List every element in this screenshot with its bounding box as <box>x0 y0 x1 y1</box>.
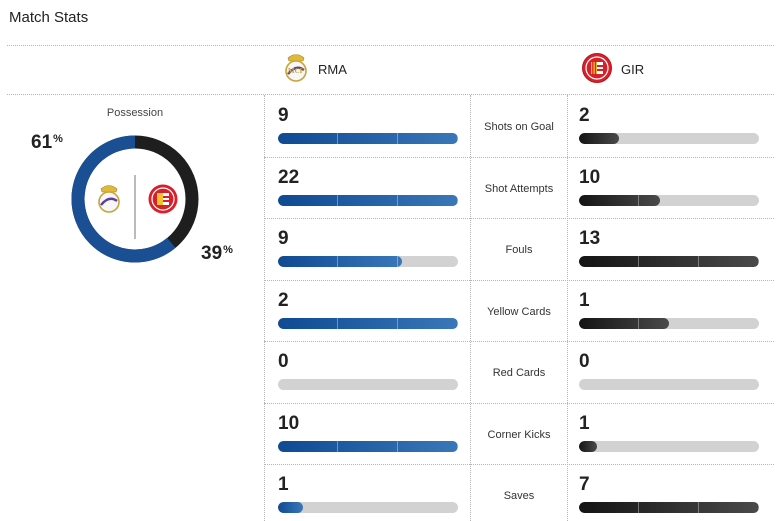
stat-away-bar-fill <box>579 317 669 329</box>
stat-home-bar-fill <box>278 317 458 329</box>
stat-home-value: 2 <box>278 289 289 311</box>
girona-crest-icon <box>148 184 178 214</box>
stat-home-bar-fill <box>278 440 458 452</box>
stat-row-saves: 1 Saves 7 <box>264 465 772 521</box>
stat-row-corner-kicks: 10 Corner Kicks 1 <box>264 404 772 466</box>
stat-label: Shots on Goal <box>484 121 554 133</box>
stat-home-value: 0 <box>278 351 289 372</box>
divider-top <box>7 45 774 46</box>
stat-home-bar-fill <box>278 194 458 206</box>
stat-label: Red Cards <box>492 367 546 379</box>
stat-home-value: 10 <box>278 412 300 434</box>
girona-crest-icon <box>581 52 613 87</box>
stat-away-bar-fill <box>579 133 619 144</box>
stat-away-bar <box>579 133 759 144</box>
stat-row-red-cards: 0 Red Cards 0 <box>264 342 772 404</box>
possession-home-pct: 61% <box>31 132 63 153</box>
team-abbr-home: RMA <box>318 61 347 77</box>
stat-away-bar <box>579 256 759 267</box>
stat-away-bar-fill <box>579 256 759 267</box>
stat-home-value: 9 <box>278 228 289 249</box>
stat-away-bar <box>579 317 759 329</box>
row-divider <box>264 218 774 219</box>
stat-home-value: 1 <box>278 474 289 495</box>
team-abbr-away: GIR <box>621 61 645 77</box>
stat-away-value: 1 <box>579 412 590 434</box>
stat-away-bar <box>579 440 759 452</box>
possession-label: Possession <box>106 107 164 119</box>
divider-header <box>7 94 774 95</box>
row-divider <box>264 156 774 158</box>
row-divider <box>264 464 774 465</box>
stat-label: Yellow Cards <box>487 305 551 318</box>
stat-away-value: 2 <box>579 105 590 126</box>
svg-text:MCF: MCF <box>288 67 304 75</box>
page-title: Match Stats <box>9 9 89 26</box>
stat-home-bar <box>278 440 458 452</box>
team-header-home: MCF RMA <box>282 53 347 85</box>
real-madrid-crest-icon: MCF <box>282 52 310 87</box>
stat-away-value: 0 <box>579 351 590 372</box>
stat-home-bar <box>278 502 458 513</box>
stat-away-value: 7 <box>579 474 590 495</box>
stat-away-bar <box>579 379 759 390</box>
possession-donut-chart <box>71 135 199 263</box>
column-divider <box>567 95 568 521</box>
stat-home-bar-fill <box>278 502 304 513</box>
stat-label: Fouls <box>505 244 533 256</box>
stat-away-value: 10 <box>579 166 601 188</box>
stat-away-value: 13 <box>579 228 601 249</box>
possession-away-pct: 39% <box>201 243 233 264</box>
stat-row-shots-on-goal: 9 Shots on Goal 2 <box>264 96 772 158</box>
column-divider <box>470 95 471 521</box>
row-divider <box>264 341 774 342</box>
stat-home-bar <box>278 194 458 206</box>
stat-away-bar-fill <box>579 502 759 513</box>
stat-label: Corner Kicks <box>487 428 551 441</box>
stat-row-shot-attempts: 22 Shot Attempts 10 <box>264 158 772 220</box>
stat-home-bar <box>278 133 458 144</box>
row-divider <box>264 279 774 281</box>
stat-home-value: 22 <box>278 166 300 188</box>
stat-home-bar <box>278 256 458 267</box>
stat-row-yellow-cards: 2 Yellow Cards 1 <box>264 281 772 343</box>
stat-away-bar <box>579 502 759 513</box>
real-madrid-crest-icon <box>98 185 120 213</box>
stat-home-bar <box>278 317 458 329</box>
row-divider <box>264 402 774 404</box>
stat-away-value: 1 <box>579 289 590 311</box>
stat-home-bar-fill <box>278 133 458 144</box>
stat-away-bar-fill <box>579 194 660 206</box>
stat-label: Shot Attempts <box>484 182 554 195</box>
stat-row-fouls: 9 Fouls 13 <box>264 219 772 281</box>
stat-away-bar-fill <box>579 440 597 452</box>
team-header-away: GIR <box>581 52 645 87</box>
column-divider <box>264 95 265 521</box>
possession-home-arc <box>71 135 176 263</box>
stat-home-bar <box>278 379 458 390</box>
stat-away-bar <box>579 194 759 206</box>
stat-home-value: 9 <box>278 105 289 126</box>
stat-label: Saves <box>503 490 535 502</box>
stat-home-bar-fill <box>278 256 403 267</box>
